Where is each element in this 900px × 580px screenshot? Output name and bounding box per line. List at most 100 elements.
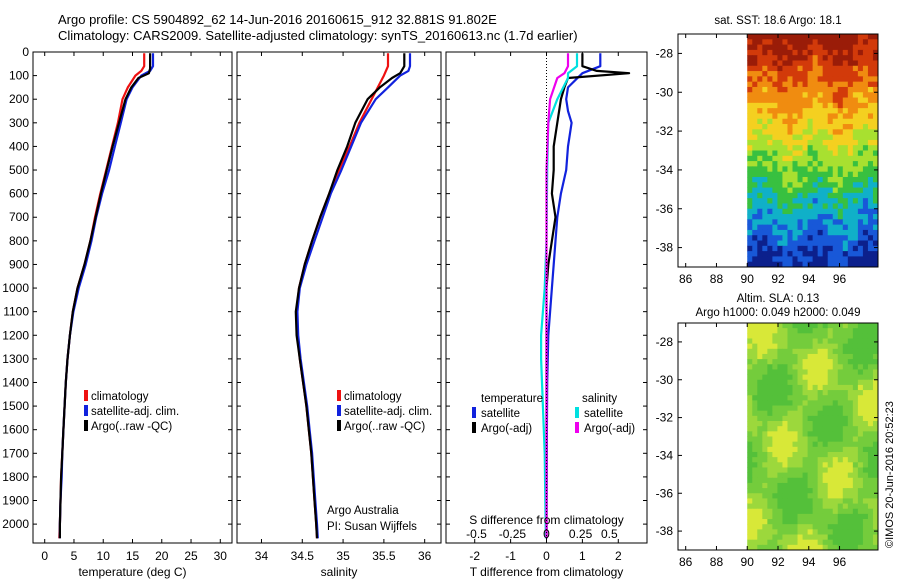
heatmap-cell (797, 124, 803, 130)
heatmap-cell (802, 203, 808, 210)
heatmap-cell (852, 245, 859, 252)
heatmap-cell (852, 166, 859, 173)
heatmap-cell (857, 81, 864, 88)
heatmap-cell (757, 529, 763, 535)
heatmap-cell (807, 192, 814, 199)
heatmap-cell (842, 369, 849, 375)
heatmap-cell (827, 451, 834, 458)
heatmap-cell (762, 192, 768, 199)
heatmap-cell (847, 166, 854, 173)
legend-swatch (337, 405, 341, 416)
heatmap-cell (812, 503, 819, 510)
heatmap-cell (807, 198, 814, 204)
heatmap-cell (812, 364, 819, 370)
heatmap-cell (797, 482, 803, 489)
heatmap-cell (822, 76, 829, 83)
heatmap-cell (747, 503, 753, 510)
heatmap-cell (867, 145, 874, 151)
heatmap-cell (777, 488, 783, 494)
heatmap-cell (837, 208, 844, 215)
heatmap-cell (747, 441, 753, 448)
heatmap-cell (767, 323, 773, 329)
heatmap-cell (822, 462, 829, 468)
heatmap-cell (847, 81, 854, 88)
heatmap-cell (792, 129, 798, 136)
heatmap-cell (872, 544, 879, 551)
heatmap-cell (872, 488, 879, 494)
heatmap-cell (757, 187, 763, 194)
heatmap-cell (847, 198, 854, 204)
heatmap-cell (867, 323, 874, 329)
heatmap-cell (832, 415, 839, 422)
heatmap-cell (817, 55, 824, 61)
heatmap-cell (812, 446, 819, 453)
heatmap-cell (802, 118, 808, 125)
heatmap-cell (822, 155, 829, 162)
heatmap-cell (872, 198, 879, 204)
heatmap-cell (782, 166, 788, 173)
heatmap-cell (772, 519, 778, 525)
heatmap-cell (872, 224, 879, 231)
heatmap-cell (827, 400, 834, 406)
heatmap-cell (822, 519, 829, 525)
legend-label: climatology (344, 391, 402, 403)
heatmap-cell (872, 161, 879, 167)
heatmap-cell (852, 451, 859, 458)
heatmap-cell (827, 426, 834, 432)
heatmap-cell (852, 524, 859, 530)
heatmap-cell (772, 251, 778, 257)
heatmap-cell (832, 92, 839, 98)
heatmap-cell (842, 374, 849, 381)
heatmap-cell (842, 338, 849, 345)
heatmap-cell (842, 384, 849, 391)
heatmap-cell (772, 426, 778, 432)
heatmap-cell (792, 446, 798, 453)
heatmap-cell (862, 224, 869, 231)
heatmap-cell (857, 457, 864, 463)
heatmap-cell (817, 390, 824, 396)
heatmap-cell (832, 482, 839, 489)
heatmap-cell (787, 208, 793, 215)
heatmap-cell (852, 150, 859, 157)
heatmap-cell (832, 129, 839, 136)
heatmap-cell (772, 446, 778, 453)
map-title: sat. SST: 18.6 Argo: 18.1 (714, 15, 841, 27)
heatmap-cell (867, 229, 874, 236)
heatmap-cell (757, 467, 763, 474)
heatmap-cell (797, 166, 803, 173)
heatmap-cell (837, 343, 844, 350)
heatmap-cell (777, 544, 783, 551)
heatmap-cell (867, 192, 874, 199)
heatmap-cell (832, 503, 839, 510)
heatmap-cell (777, 161, 783, 167)
heatmap-cell (862, 415, 869, 422)
heatmap-cell (757, 113, 763, 120)
heatmap-cell (757, 462, 763, 468)
heatmap-cell (832, 49, 839, 56)
legend-header: salinity (582, 393, 617, 405)
heatmap-cell (817, 49, 824, 56)
heatmap-cell (797, 493, 803, 499)
heatmap-cell (872, 55, 879, 61)
heatmap-cell (747, 129, 753, 136)
heatmap-cell (857, 462, 864, 468)
heatmap-cell (862, 240, 869, 247)
heatmap-cell (792, 328, 798, 334)
heatmap-cell (862, 431, 869, 437)
heatmap-cell (822, 192, 829, 199)
heatmap-cell (747, 155, 753, 162)
heatmap-cell (862, 139, 869, 146)
heatmap-cell (832, 97, 839, 104)
heatmap-cell (807, 118, 814, 125)
heatmap-cell (857, 508, 864, 515)
heatmap-cell (837, 524, 844, 530)
heatmap-cell (747, 544, 753, 551)
heatmap-cell (772, 102, 778, 109)
heatmap-cell (852, 457, 859, 463)
heatmap-cell (827, 60, 834, 67)
heatmap-cell (802, 92, 808, 98)
heatmap-cell (837, 229, 844, 236)
heatmap-cell (762, 395, 768, 401)
heatmap-cell (747, 482, 753, 489)
heatmap-cell (787, 187, 793, 194)
